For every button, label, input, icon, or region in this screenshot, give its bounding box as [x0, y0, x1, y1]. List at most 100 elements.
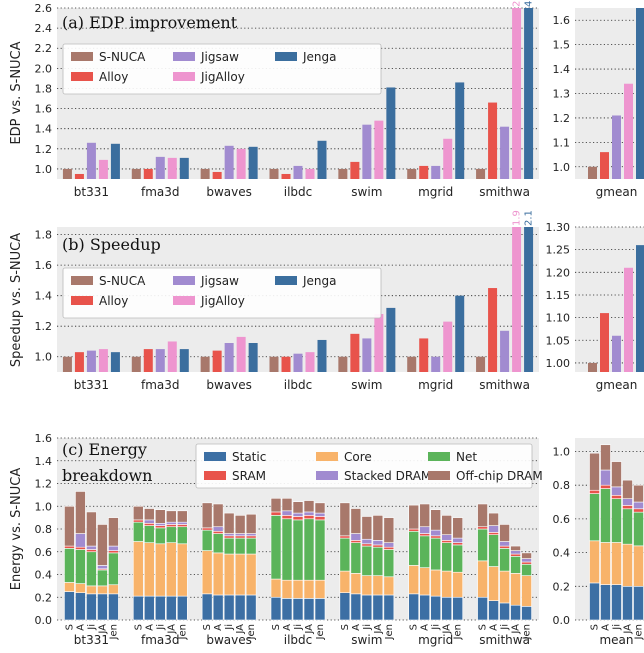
xtick-label-speedup: smithwa: [479, 378, 530, 392]
legend-label-Static: Static: [232, 450, 266, 464]
stack-segment-energy-Net: [165, 526, 177, 543]
bar-edp-mgrid-S-NUCA: [407, 168, 417, 179]
stack-segment-energy-SRAM: [441, 540, 453, 543]
stack-segment-energy-SRAM: [212, 530, 224, 534]
bar-edp-ilbdc-S-NUCA: [269, 168, 279, 179]
stack-segment-energy-Net: [64, 548, 75, 583]
bar-label-energy: S: [478, 624, 489, 630]
legend-swatch-Jenga: [275, 276, 297, 285]
stack-segment-energy-Core: [86, 585, 97, 595]
stack-segment-energy-SRAM: [223, 535, 235, 539]
stack-segment-energy-Net: [499, 548, 510, 572]
ylabel-energy: Energy vs. S-NUCA: [9, 468, 24, 591]
bar-edp-ilbdc-Jenga: [317, 140, 327, 179]
panel-b-gmean-background: [575, 227, 644, 372]
stack-segment-energy-SRAM: [270, 511, 282, 516]
ytick-label-energy: 1.2: [35, 478, 53, 491]
stack-segment-energy-Stacked DRAM: [212, 526, 224, 532]
legend-label-JigAlloy: JigAlloy: [200, 294, 245, 308]
overflow-label-speedup: 1.9: [512, 210, 523, 226]
bar-label-energy: A: [75, 624, 86, 631]
legend-swatch-S-NUCA: [71, 276, 93, 285]
legend-swatch-Net: [428, 452, 450, 461]
stack-segment-energy-SRAM: [108, 550, 119, 554]
stack-segment-energy-Off-chip DRAM: [488, 512, 499, 526]
legend-label-Jigsaw: Jigsaw: [200, 50, 239, 64]
legend-swatch-SRAM: [204, 471, 226, 480]
stack-segment-energy-Net: [132, 521, 144, 542]
stack-segment-energy-Core: [212, 552, 224, 596]
bar-edp-bt331-Jigsaw: [86, 142, 96, 179]
legend-label-Alloy: Alloy: [99, 294, 128, 308]
bar-edp-bt331-JigAlloy: [98, 159, 108, 179]
bar-edp-bwaves-Jenga: [248, 146, 258, 179]
stack-segment-energy-mean-Core: [633, 545, 644, 587]
stack-segment-energy-Net: [154, 527, 166, 545]
bar-speedup-gmean-gmean-JigAlloy: [624, 267, 633, 372]
ytick-label-energy-mean: 0.0: [553, 614, 571, 627]
stack-segment-energy-Off-chip DRAM: [132, 505, 144, 521]
stack-segment-energy-Core: [143, 542, 155, 597]
bar-edp-swim-Alloy: [350, 161, 360, 179]
stack-segment-energy-Stacked DRAM: [97, 565, 108, 570]
stack-segment-energy-Net: [108, 552, 119, 586]
bar-speedup-fma3d-Jigsaw: [155, 349, 165, 372]
stack-segment-energy-Off-chip DRAM: [97, 524, 108, 566]
stack-segment-energy-Net: [303, 518, 315, 581]
legend-swatch-Jigsaw: [173, 276, 195, 285]
stack-segment-energy-Stacked DRAM: [314, 512, 326, 517]
stack-segment-energy-SRAM: [350, 540, 362, 543]
stack-segment-energy-Core: [361, 575, 373, 596]
bar-label-energy: A: [489, 624, 500, 631]
stack-segment-energy-Net: [441, 542, 453, 572]
xtick-label-energy: bwaves: [206, 633, 252, 647]
stack-segment-energy-Net: [212, 533, 224, 554]
stack-segment-energy-Core: [488, 566, 499, 601]
ytick-label-energy: 1.0: [35, 500, 53, 513]
bar-speedup-smithwa-Jenga: [524, 227, 534, 372]
bar-edp-bwaves-Alloy: [212, 171, 222, 179]
stack-segment-energy-Static: [477, 596, 488, 621]
bar-speedup-fma3d-Alloy: [143, 349, 153, 372]
bar-speedup-mgrid-Alloy: [419, 338, 429, 372]
legend-edp: S-NUCA Jigsaw Jenga Alloy JigAlloy: [62, 43, 382, 95]
bar-edp-mgrid-Jenga: [455, 82, 465, 179]
xtick-label-energy: fma3d: [141, 633, 180, 647]
stack-segment-energy-Stacked DRAM: [488, 525, 499, 533]
stack-segment-energy-Core: [132, 541, 144, 597]
bar-edp-smithwa-Jenga: [524, 8, 534, 179]
legend-label-S-NUCA: S-NUCA: [99, 274, 146, 288]
stack-segment-energy-Net: [361, 545, 373, 576]
xtick-label-speedup-gmean: gmean: [596, 378, 638, 392]
ytick-label-speedup: 1.0: [35, 351, 53, 364]
ytick-label-energy-mean: 0.2: [553, 580, 571, 593]
stack-segment-energy-mean-Core: [611, 542, 622, 585]
bar-speedup-gmean-gmean-Jenga: [636, 245, 644, 372]
stack-segment-energy-Off-chip DRAM: [361, 516, 373, 540]
ytick-label-energy-mean: 1.0: [553, 445, 571, 458]
stack-segment-energy-Off-chip DRAM: [521, 552, 532, 559]
legend-swatch-Off-chip DRAM: [428, 471, 450, 480]
stack-segment-energy-Off-chip DRAM: [430, 509, 442, 531]
ytick-label-speedup-gmean: 1.05: [546, 334, 571, 347]
bar-label-energy: A: [144, 624, 155, 631]
stack-segment-energy-SRAM: [477, 526, 488, 530]
stack-segment-energy-mean-Stacked DRAM: [600, 469, 611, 486]
stack-segment-energy-Stacked DRAM: [303, 511, 315, 516]
stack-segment-energy-SRAM: [303, 515, 315, 520]
bar-speedup-smithwa-Alloy: [488, 288, 498, 372]
stack-segment-energy-Core: [281, 579, 293, 599]
bar-speedup-gmean-gmean-S-NUCA: [588, 362, 597, 372]
bar-speedup-bwaves-S-NUCA: [200, 356, 210, 372]
stack-segment-energy-SRAM: [430, 535, 442, 539]
bar-speedup-mgrid-Jenga: [455, 295, 465, 372]
xtick-label-edp-gmean: gmean: [596, 185, 638, 199]
stack-segment-energy-SRAM: [75, 546, 86, 550]
stack-segment-energy-Static: [165, 595, 177, 621]
stack-segment-energy-Stacked DRAM: [223, 533, 235, 537]
stack-segment-energy-Static: [339, 592, 351, 621]
bar-label-energy: Ji: [500, 624, 511, 631]
stack-segment-energy-Off-chip DRAM: [86, 511, 97, 547]
bar-edp-gmean-gmean-S-NUCA: [588, 166, 597, 179]
bar-label-energy: S: [409, 624, 420, 630]
